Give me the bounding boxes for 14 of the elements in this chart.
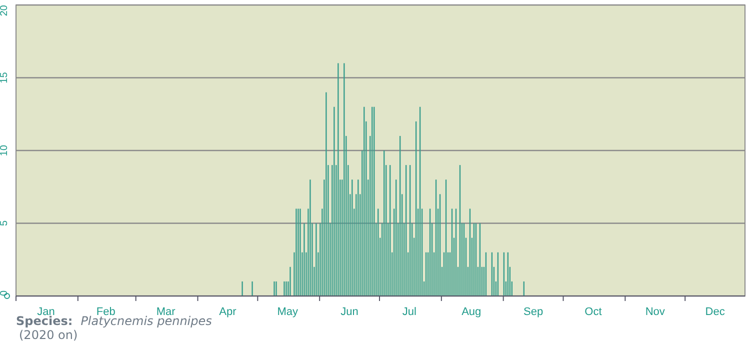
text: (2020 on) (19, 328, 78, 342)
x-tick-label: Jun (340, 306, 358, 318)
x-tick-label: Jul (402, 306, 416, 318)
x-tick-label: Aug (462, 306, 482, 318)
x-tick-label: Apr (219, 306, 237, 318)
y-tick-label: 20 (0, 4, 10, 16)
x-tick-label: May (277, 306, 299, 318)
y-tick-label: 5 (0, 220, 10, 226)
x-tick-label: Oct (584, 306, 602, 318)
y-tick-label: 10 (0, 144, 10, 156)
x-tick-label: Nov (645, 306, 666, 318)
x-tick-label: Sep (524, 306, 544, 318)
x-tick-label: Dec (705, 306, 726, 318)
y-tick-label: 15 (0, 72, 10, 84)
